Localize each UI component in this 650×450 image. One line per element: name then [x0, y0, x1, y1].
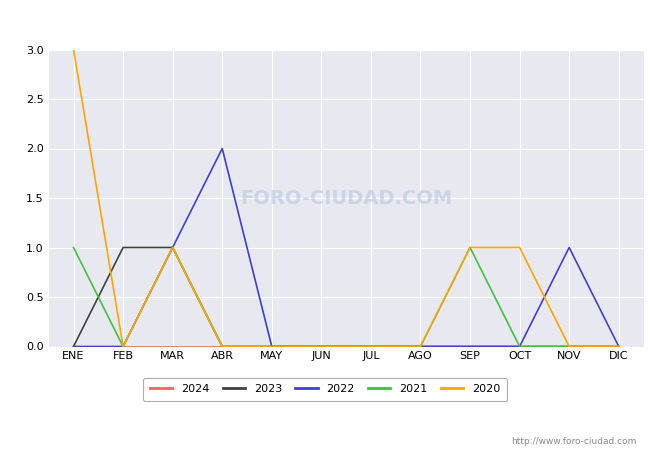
- Text: Matriculaciones de Vehiculos en Arenzana de Abajo: Matriculaciones de Vehiculos en Arenzana…: [111, 14, 539, 32]
- Text: http://www.foro-ciudad.com: http://www.foro-ciudad.com: [512, 436, 637, 446]
- Legend: 2024, 2023, 2022, 2021, 2020: 2024, 2023, 2022, 2021, 2020: [143, 378, 507, 401]
- Text: FORO-CIUDAD.COM: FORO-CIUDAD.COM: [240, 189, 452, 207]
